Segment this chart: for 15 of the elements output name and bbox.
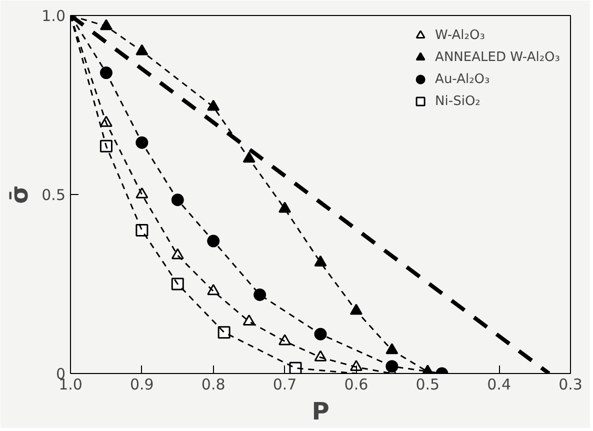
x-axis-title: P <box>312 398 330 426</box>
x-tick-label: 0.4 <box>487 376 512 394</box>
legend-label: ANNEALED W-Al₂O₃ <box>435 50 560 64</box>
y-axis-title: σ̄ <box>6 185 34 204</box>
y-tick-label: 0.5 <box>42 186 66 204</box>
x-tick-label: 0.5 <box>416 376 440 394</box>
x-tick-label: 0.6 <box>344 376 368 394</box>
x-tick-label: 0.8 <box>201 376 226 394</box>
x-tick-label: 0.7 <box>272 376 297 394</box>
x-tick-label: 0.9 <box>130 376 154 394</box>
x-tick-label: 0.3 <box>558 376 582 394</box>
y-tick-label: 1.0 <box>42 7 66 25</box>
legend-label: Au-Al₂O₃ <box>435 72 490 86</box>
legend-label: W-Al₂O₃ <box>435 28 485 42</box>
legend-label: Ni-SiO₂ <box>435 94 480 108</box>
